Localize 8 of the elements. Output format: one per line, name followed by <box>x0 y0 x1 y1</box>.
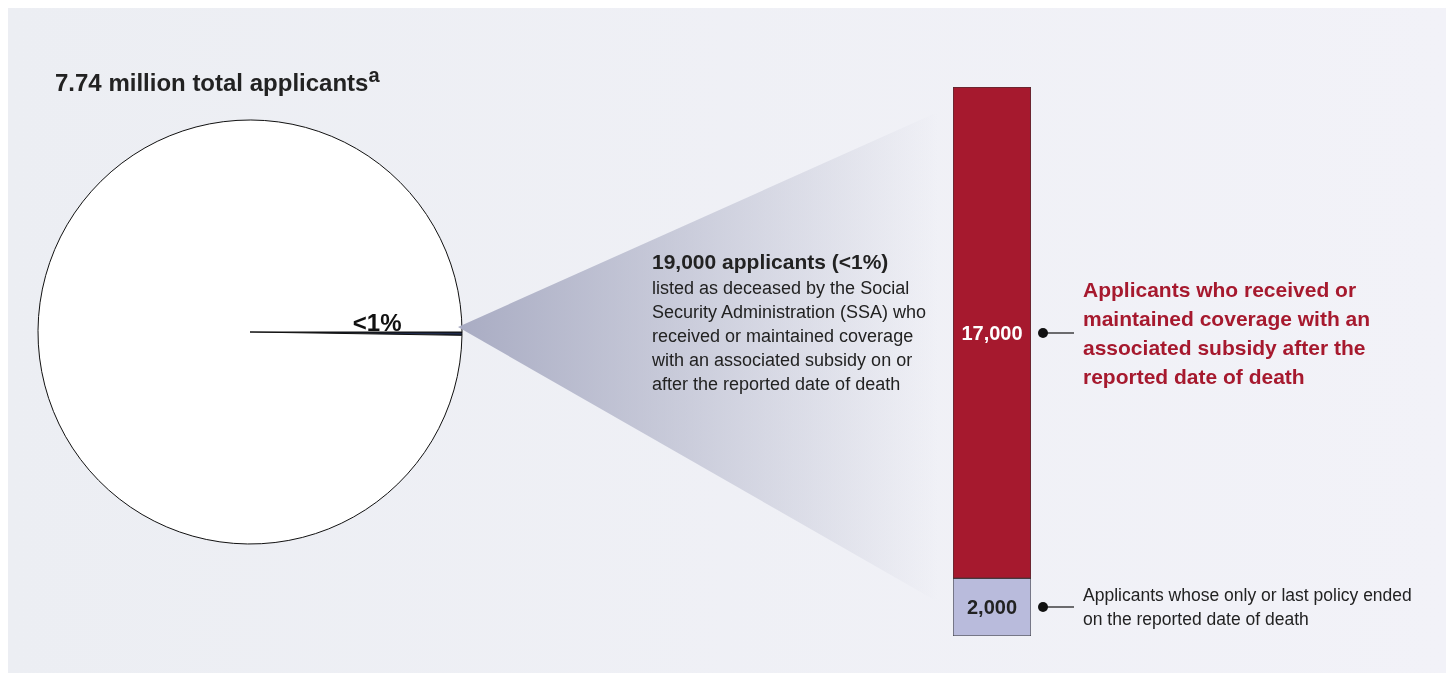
data-label: 17,000 <box>961 321 1023 344</box>
data-label: 2,000 <box>966 596 1018 619</box>
text: listed as deceased by the Social Security Administration (SSA) who received or maintained coverage with an associated subsidy on or after the reported date of death <box>652 277 928 396</box>
data-label: <1% <box>352 309 402 336</box>
text: Applicants who received or maintained coverage with an associated subsidy after the reported date of death <box>1083 276 1372 390</box>
text: 19,000 applicants (<1%) <box>652 249 890 275</box>
chart-title: 7.74 million total applicants$^{a}$ <box>55 64 380 97</box>
text: Applicants whose only or last policy ended on the reported date of death <box>1083 584 1413 632</box>
